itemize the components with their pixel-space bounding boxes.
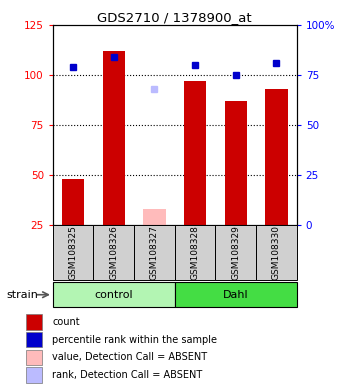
- Text: GSM108329: GSM108329: [231, 225, 240, 280]
- Text: GSM108327: GSM108327: [150, 225, 159, 280]
- Bar: [53, 225, 93, 280]
- Bar: [184, 81, 206, 225]
- Bar: [175, 282, 297, 307]
- Text: percentile rank within the sample: percentile rank within the sample: [52, 334, 217, 344]
- Bar: [134, 225, 175, 280]
- Bar: [265, 89, 287, 225]
- Bar: [256, 225, 297, 280]
- Bar: [103, 51, 125, 225]
- Text: GSM108328: GSM108328: [191, 225, 199, 280]
- Bar: [27, 349, 42, 365]
- Bar: [93, 225, 134, 280]
- Text: Dahl: Dahl: [223, 290, 249, 300]
- Bar: [143, 209, 166, 225]
- Text: rank, Detection Call = ABSENT: rank, Detection Call = ABSENT: [52, 370, 202, 380]
- Bar: [216, 225, 256, 280]
- Text: strain: strain: [7, 290, 39, 300]
- Text: control: control: [94, 290, 133, 300]
- Bar: [62, 179, 84, 225]
- Bar: [53, 282, 175, 307]
- Bar: [224, 101, 247, 225]
- Bar: [27, 332, 42, 348]
- Bar: [27, 314, 42, 329]
- Text: GSM108326: GSM108326: [109, 225, 118, 280]
- Bar: [27, 367, 42, 383]
- Text: GSM108325: GSM108325: [69, 225, 78, 280]
- Text: value, Detection Call = ABSENT: value, Detection Call = ABSENT: [52, 353, 207, 362]
- Text: GSM108330: GSM108330: [272, 225, 281, 280]
- Title: GDS2710 / 1378900_at: GDS2710 / 1378900_at: [98, 11, 252, 24]
- Bar: [175, 225, 216, 280]
- Text: count: count: [52, 317, 80, 327]
